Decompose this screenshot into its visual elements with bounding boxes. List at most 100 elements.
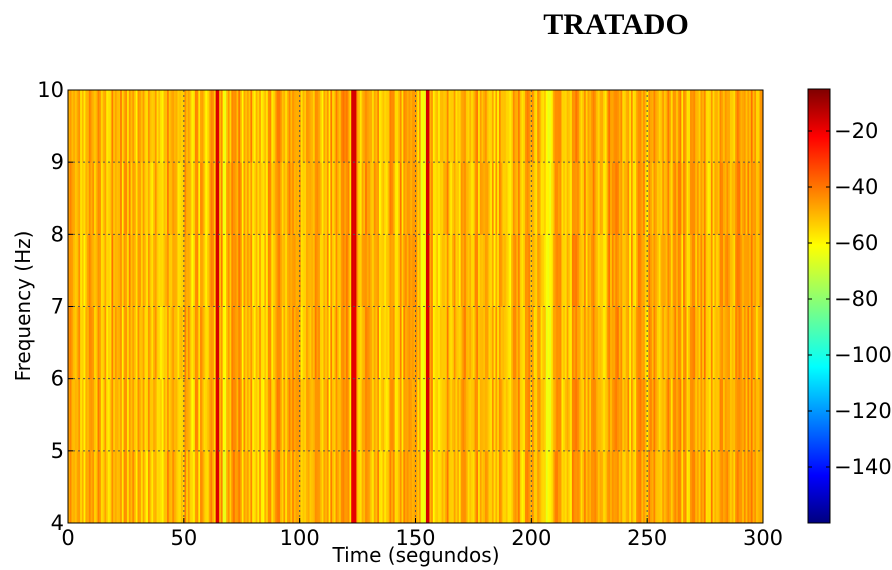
- heatmap-cell: [603, 306, 606, 380]
- heatmap-cell: [660, 90, 663, 163]
- heatmap-cell: [177, 234, 180, 307]
- heatmap-cell: [398, 306, 401, 380]
- heatmap-cell: [448, 234, 451, 307]
- heatmap-cell: [615, 378, 618, 452]
- heatmap-cell: [497, 162, 500, 235]
- heatmap-cell: [283, 306, 286, 380]
- heatmap-cell: [750, 378, 753, 452]
- heatmap-cell: [717, 378, 720, 452]
- heatmap-cell: [432, 234, 436, 307]
- heatmap-cell: [577, 450, 580, 524]
- heatmap-cell: [380, 306, 383, 380]
- heatmap-cell: [92, 234, 95, 307]
- heatmap-cell: [542, 162, 545, 235]
- heatmap-cell: [316, 90, 319, 163]
- heatmap-cell: [660, 450, 663, 524]
- heatmap-cell: [194, 378, 197, 452]
- heatmap-cell: [554, 162, 557, 235]
- heatmap-cell: [74, 234, 78, 307]
- heatmap-cell: [318, 90, 321, 163]
- heatmap-cell: [109, 90, 112, 163]
- heatmap-cell: [273, 90, 276, 163]
- heatmap-cell: [116, 234, 119, 307]
- heatmap-cell: [88, 90, 91, 163]
- heatmap-cell: [641, 90, 644, 163]
- heatmap-cell: [304, 162, 307, 235]
- heatmap-cell: [731, 450, 734, 524]
- heatmap-cell: [95, 90, 98, 163]
- heatmap-cell: [474, 378, 477, 452]
- heatmap-cell: [472, 90, 475, 163]
- heatmap-cell: [643, 306, 646, 380]
- heatmap-cell: [709, 234, 712, 307]
- heatmap-cell: [285, 378, 288, 452]
- heatmap-cell: [120, 234, 123, 307]
- heatmap-cell: [179, 234, 182, 307]
- heatmap-cell: [443, 306, 446, 380]
- heatmap-cell: [451, 90, 455, 163]
- heatmap-cell: [639, 162, 642, 235]
- heatmap-cell: [246, 306, 250, 380]
- heatmap-cell: [358, 450, 361, 524]
- heatmap-cell: [646, 306, 649, 380]
- heatmap-cell: [333, 90, 336, 163]
- heatmap-cell: [217, 450, 220, 524]
- heatmap-cell: [629, 90, 632, 163]
- heatmap-cell: [528, 162, 531, 235]
- heatmap-cell: [518, 234, 521, 307]
- heatmap-cell: [683, 90, 686, 163]
- heatmap-cell: [575, 234, 578, 307]
- heatmap-cell: [332, 306, 335, 380]
- heatmap-cell: [491, 90, 495, 163]
- heatmap-cell: [632, 450, 635, 524]
- heatmap-cell: [538, 162, 541, 235]
- heatmap-cell: [241, 234, 244, 307]
- heatmap-cell: [316, 450, 319, 524]
- heatmap-cell: [497, 90, 500, 163]
- heatmap-cell: [200, 306, 203, 380]
- heatmap-cell: [759, 162, 762, 235]
- heatmap-cell: [85, 90, 88, 163]
- heatmap-cell: [660, 306, 663, 380]
- heatmap-cell: [347, 378, 350, 452]
- heatmap-cell: [434, 90, 437, 163]
- heatmap-cell: [406, 450, 409, 524]
- heatmap-cell: [156, 162, 159, 235]
- heatmap-cell: [151, 234, 154, 307]
- heatmap-cell: [648, 306, 651, 380]
- heatmap-cell: [104, 90, 107, 163]
- heatmap-cell: [676, 378, 679, 452]
- heatmap-cell: [113, 90, 116, 163]
- heatmap-cell: [712, 450, 715, 524]
- heatmap-cell: [547, 306, 550, 380]
- heatmap-cell: [205, 90, 208, 163]
- heatmap-cell: [705, 234, 708, 307]
- heatmap-cell: [683, 378, 686, 452]
- heatmap-cell: [681, 162, 684, 235]
- heatmap-cell: [163, 90, 166, 163]
- heatmap-cell: [379, 306, 382, 380]
- heatmap-cell: [498, 450, 502, 524]
- heatmap-cell: [257, 450, 260, 524]
- heatmap-cell: [632, 306, 635, 380]
- heatmap-cell: [403, 450, 406, 524]
- heatmap-cell: [655, 450, 658, 524]
- heatmap-cell: [422, 306, 425, 380]
- heatmap-cell: [580, 306, 583, 380]
- heatmap-cell: [453, 450, 456, 524]
- heatmap-cell: [438, 162, 441, 235]
- heatmap-cell: [570, 162, 573, 235]
- heatmap-cell: [299, 162, 302, 235]
- heatmap-cell: [116, 306, 119, 380]
- heatmap-cell: [485, 234, 488, 307]
- heatmap-cell: [170, 306, 173, 380]
- x-tick-label: 200: [511, 526, 551, 550]
- heatmap-cell: [611, 306, 614, 380]
- heatmap-cell: [622, 378, 625, 452]
- heatmap-cell: [693, 234, 696, 307]
- heatmap-cell: [198, 306, 201, 380]
- heatmap-cell: [585, 450, 588, 524]
- heatmap-cell: [736, 306, 740, 380]
- heatmap-cell: [307, 450, 310, 524]
- heatmap-cell: [240, 306, 243, 380]
